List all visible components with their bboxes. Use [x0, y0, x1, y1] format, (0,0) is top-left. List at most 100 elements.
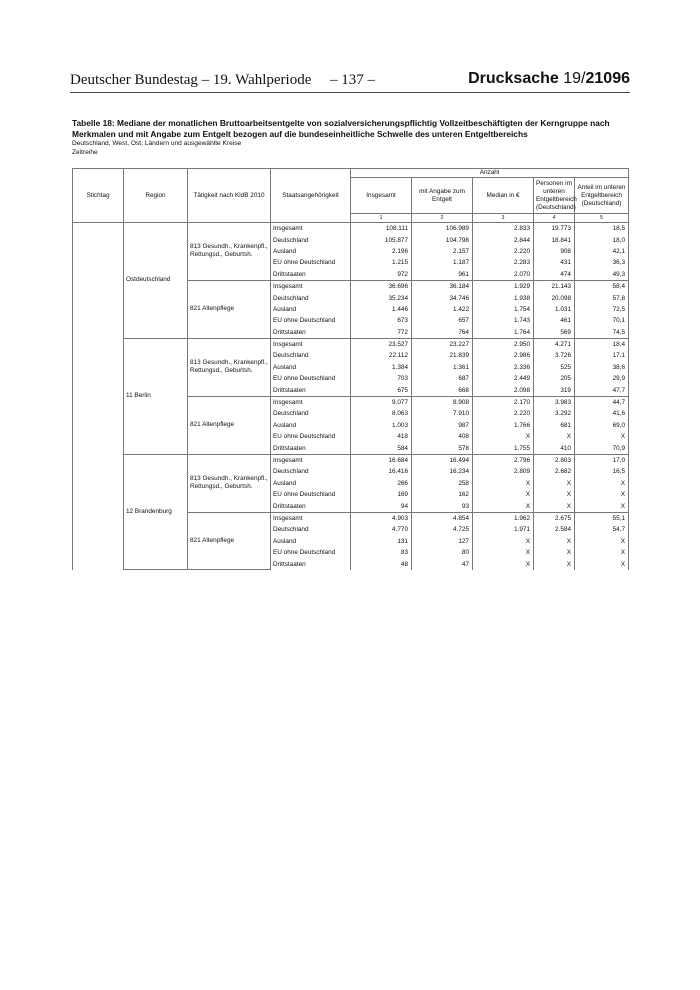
value-cell: X: [472, 477, 534, 489]
table-row: Drittstaaten 584 578 1.755 410 70,9: [73, 442, 630, 455]
value-cell: X: [533, 477, 575, 489]
nationality-cell: Ausland: [270, 477, 351, 489]
nationality-cell: Deutschland: [270, 466, 351, 478]
table-row: Deutschland 105.877 104.798 2.844 18.841 18,0: [73, 234, 630, 246]
value-cell: 2.449: [472, 373, 534, 385]
table-row: Deutschland 35.234 34.746 1.938 20.098 57,8: [73, 292, 630, 304]
table-row: Deutschland 16.416 16.234 2.809 2.682 16,5: [73, 466, 630, 478]
table-row: 12 Brandenburg 813 Gesundh., Krankenpfl.,…: [73, 453, 630, 571]
col-anteil: Anteil im unteren Entgeltbereich (Deutsc…: [573, 177, 630, 214]
value-cell: 4.854: [411, 511, 473, 525]
col-anzahl: Anzahl: [349, 168, 630, 178]
value-cell: 657: [411, 315, 473, 327]
value-cell: 2.220: [472, 408, 534, 420]
value-cell: 162: [411, 488, 473, 501]
value-cell: 431: [533, 257, 575, 269]
value-cell: 578: [411, 442, 473, 455]
value-cell: X: [533, 558, 575, 570]
doc-label: Drucksache: [468, 70, 564, 87]
table-body: Ostdeutschland 813 Gesundh., Krankenpfl.,…: [72, 221, 630, 571]
value-cell: 266: [350, 477, 412, 489]
value-cell: 8.063: [350, 408, 412, 420]
data-table: Stichtag Region Tätigkeit nach KldB 2010…: [72, 168, 630, 571]
value-cell: 258: [411, 477, 473, 489]
value-cell: X: [472, 535, 534, 547]
table-row: EU ohne Deutschland 83 80 X X X: [73, 546, 630, 559]
value-cell: 2.098: [472, 384, 534, 397]
col-index: 1: [350, 213, 412, 223]
value-cell: 47: [411, 558, 473, 570]
value-cell: 49,3: [573, 268, 630, 281]
table-row: Drittstaaten 972 961 2.070 474 49,3: [73, 268, 630, 281]
activity-cell: 821 Altenpflege: [187, 395, 271, 455]
value-cell: 19.773: [533, 222, 575, 235]
activity-cell: 813 Gesundh., Krankenpfl., Rettungsd., G…: [187, 453, 271, 513]
value-cell: X: [573, 558, 630, 570]
table-row: EU ohne Deutschland 418 408 X X X: [73, 431, 630, 443]
value-cell: 675: [350, 384, 412, 397]
document-number: Drucksache 19/21096: [468, 70, 630, 88]
activity-cell: 821 Altenpflege: [187, 279, 271, 339]
value-cell: 36,3: [573, 257, 630, 269]
table-row: Deutschland 22.112 21.839 2.986 3.726 17,1: [73, 350, 630, 362]
header-publisher: Deutscher Bundestag – 19. Wahlperiode: [70, 72, 312, 88]
nationality-cell: EU ohne Deutschland: [270, 546, 351, 559]
value-cell: 9.077: [350, 395, 412, 409]
value-cell: 94: [350, 500, 412, 513]
value-cell: X: [533, 535, 575, 547]
nationality-cell: Ausland: [270, 419, 351, 432]
value-cell: 83: [350, 546, 412, 559]
value-cell: 2.803: [533, 453, 575, 467]
table-row: 821 Altenpflege Insgesamt 4.903 4.854 1.962 2…: [73, 511, 630, 571]
table-row: Ausland 2.196 2.157 2.220 908 42,1: [73, 245, 630, 258]
value-cell: X: [472, 558, 534, 570]
value-cell: 2.950: [472, 337, 534, 351]
value-cell: 319: [533, 384, 575, 397]
value-cell: X: [573, 535, 630, 547]
value-cell: 1.743: [472, 315, 534, 327]
nationality-cell: Insgesamt: [270, 222, 351, 235]
nationality-cell: Insgesamt: [270, 511, 351, 525]
value-cell: 2.584: [533, 524, 575, 536]
nationality-cell: Deutschland: [270, 524, 351, 536]
table-title: Tabelle 18: Mediane der monatlichen Brut…: [72, 118, 610, 139]
activity-cell: 813 Gesundh., Krankenpfl., Rettungsd., G…: [187, 222, 271, 281]
table-row: EU ohne Deutschland 1.215 1.187 2.283 431 36,…: [73, 257, 630, 269]
value-cell: 23.227: [411, 337, 473, 351]
value-cell: 104.798: [411, 234, 473, 246]
table-row: 11 Berlin 813 Gesundh., Krankenpfl., Rett…: [73, 337, 630, 455]
page-number: – 137 –: [330, 72, 375, 88]
table-row: Drittstaaten 48 47 X X X: [73, 558, 630, 570]
value-cell: 80: [411, 546, 473, 559]
table-row: Ausland 1.003 987 1.766 681 69,0: [73, 419, 630, 432]
value-cell: X: [573, 500, 630, 513]
value-cell: 1.962: [472, 511, 534, 525]
nationality-cell: Ausland: [270, 303, 351, 316]
value-cell: 48: [350, 558, 412, 570]
value-cell: 4.725: [411, 524, 473, 536]
value-cell: 1.187: [411, 257, 473, 269]
value-cell: 22.112: [350, 350, 412, 362]
value-cell: 18,4: [573, 337, 630, 351]
value-cell: X: [573, 546, 630, 559]
value-cell: 1.215: [350, 257, 412, 269]
value-cell: 1.766: [472, 419, 534, 432]
col-median: Median in €: [472, 177, 534, 214]
value-cell: 16.234: [411, 466, 473, 478]
value-cell: 4.770: [350, 524, 412, 536]
value-cell: 2.844: [472, 234, 534, 246]
value-cell: 2.682: [533, 466, 575, 478]
value-cell: 58,4: [573, 279, 630, 293]
value-cell: 36.184: [411, 279, 473, 293]
table-row: EU ohne Deutschland 703 687 2.449 205 29,9: [73, 373, 630, 385]
value-cell: 54,7: [573, 524, 630, 536]
nationality-cell: Drittstaaten: [270, 442, 351, 455]
table-row: Ausland 266 258 X X X: [73, 477, 630, 489]
table-row: Ostdeutschland 813 Gesundh., Krankenpfl.,…: [72, 221, 630, 570]
nationality-cell: Deutschland: [270, 408, 351, 420]
value-cell: 8.908: [411, 395, 473, 409]
doc-num-a: 19/: [563, 70, 586, 87]
table-row: EU ohne Deutschland 673 657 1.743 461 70,1: [73, 315, 630, 327]
value-cell: 47,7: [573, 384, 630, 397]
value-cell: 972: [350, 268, 412, 281]
